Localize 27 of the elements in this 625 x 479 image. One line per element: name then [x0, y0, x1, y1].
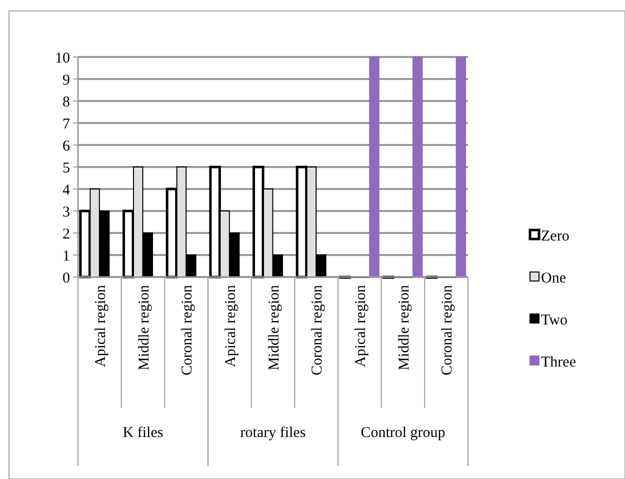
y-tick-label: 0 [62, 270, 70, 286]
x-tick-label: Middle region [136, 284, 152, 370]
y-tick-label: 7 [62, 116, 70, 132]
x-tick-label: Apical region [352, 284, 369, 368]
y-tick-label: 2 [62, 226, 70, 242]
legend-label: Three [541, 354, 576, 370]
y-tick-label: 8 [62, 94, 70, 110]
text: K files [122, 425, 164, 441]
legend-label: Zero [541, 228, 570, 244]
y-tick-label: 6 [62, 138, 70, 154]
y-tick-label: 9 [62, 72, 70, 88]
text: rotary files [240, 425, 306, 441]
y-tick-label: 4 [62, 182, 70, 198]
x-tick-label: Apical region [92, 284, 109, 368]
y-tick-label: 1 [62, 248, 70, 264]
y-tick-label: 10 [55, 50, 70, 66]
x-tick-label: Middle region [266, 284, 282, 370]
x-tick-label: Middle region [396, 284, 412, 370]
y-tick-label: 5 [62, 160, 70, 176]
y-tick-label: 3 [62, 204, 70, 220]
x-tick-label: Apical region [222, 284, 239, 368]
legend-label: One [541, 270, 566, 286]
x-tick-label: Coronal region [310, 284, 326, 376]
legend-label: Two [541, 312, 568, 328]
text: Control group [360, 425, 446, 441]
x-tick-label: Coronal region [180, 284, 196, 376]
x-tick-label: Coronal region [440, 284, 456, 376]
